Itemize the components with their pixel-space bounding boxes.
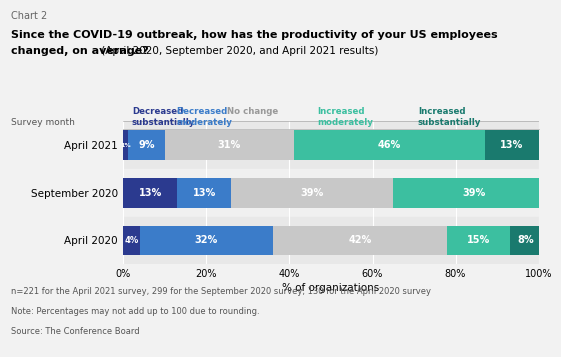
Text: moderately: moderately: [317, 118, 373, 127]
Bar: [447, 226, 509, 255]
Bar: [509, 226, 542, 255]
Bar: [123, 169, 539, 217]
Bar: [393, 178, 555, 207]
Text: Note: Percentages may not add up to 100 due to rounding.: Note: Percentages may not add up to 100 …: [11, 307, 260, 316]
Text: 4%: 4%: [125, 236, 139, 245]
Text: 39%: 39%: [463, 188, 486, 198]
Text: (April 2020, September 2020, and April 2021 results): (April 2020, September 2020, and April 2…: [98, 46, 379, 56]
Text: Chart 2: Chart 2: [11, 11, 48, 21]
Bar: [123, 226, 140, 255]
Text: 39%: 39%: [301, 188, 324, 198]
X-axis label: % of organizations: % of organizations: [282, 283, 380, 293]
Text: substantially: substantially: [418, 118, 481, 127]
Text: n=221 for the April 2021 survey, 299 for the September 2020 survey, 130 for the : n=221 for the April 2021 survey, 299 for…: [11, 287, 431, 296]
Bar: [140, 226, 273, 255]
Text: Decreased: Decreased: [132, 107, 183, 116]
Text: Source: The Conference Board: Source: The Conference Board: [11, 327, 140, 336]
Bar: [231, 178, 393, 207]
Text: 46%: 46%: [378, 140, 401, 150]
Text: 1%: 1%: [120, 143, 131, 148]
Text: Increased: Increased: [317, 107, 365, 116]
Bar: [555, 178, 561, 207]
Text: 8%: 8%: [518, 235, 535, 245]
Bar: [293, 130, 485, 160]
Text: Since the COVID-19 outbreak, how has the productivity of your US employees: Since the COVID-19 outbreak, how has the…: [11, 30, 498, 40]
Text: substantially: substantially: [132, 118, 195, 127]
Text: 32%: 32%: [195, 235, 218, 245]
Bar: [177, 178, 231, 207]
Bar: [273, 226, 447, 255]
Text: changed, on average?: changed, on average?: [11, 46, 149, 56]
Bar: [123, 178, 177, 207]
Text: 13%: 13%: [193, 188, 216, 198]
Bar: [127, 130, 165, 160]
Text: 42%: 42%: [348, 235, 372, 245]
Text: 15%: 15%: [467, 235, 490, 245]
Bar: [123, 130, 127, 160]
Text: 13%: 13%: [139, 188, 162, 198]
Text: Survey month: Survey month: [11, 118, 75, 127]
Text: Increased: Increased: [418, 107, 466, 116]
Text: 13%: 13%: [500, 140, 523, 150]
Bar: [123, 121, 539, 169]
Text: 31%: 31%: [218, 140, 241, 150]
Bar: [165, 130, 293, 160]
Bar: [123, 217, 539, 264]
Text: moderately: moderately: [177, 118, 233, 127]
Text: No change: No change: [227, 107, 278, 116]
Text: Decreased: Decreased: [177, 107, 228, 116]
Text: 9%: 9%: [138, 140, 154, 150]
Bar: [485, 130, 539, 160]
